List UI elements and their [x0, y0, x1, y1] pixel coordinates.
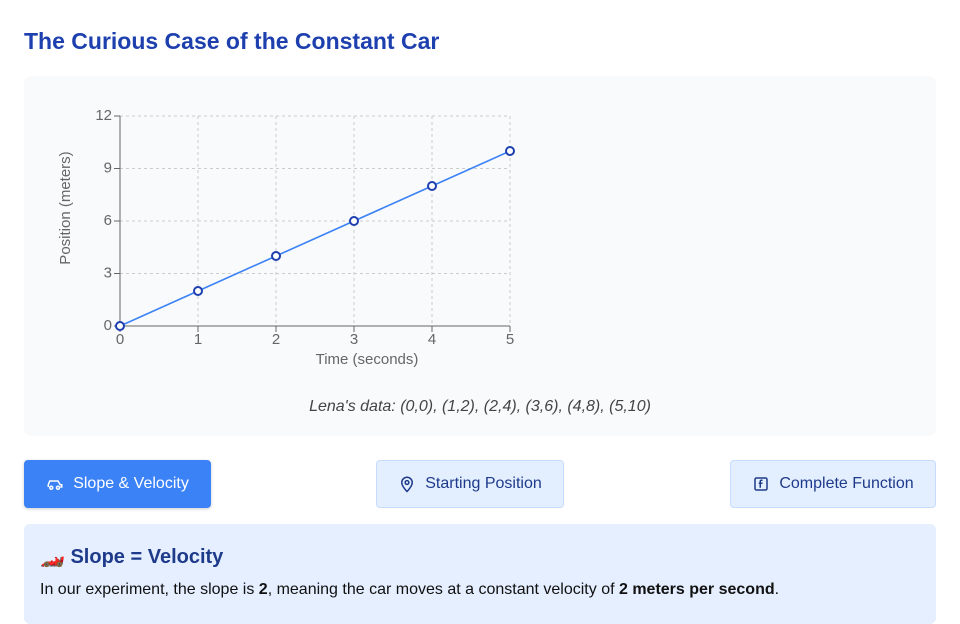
data-point — [193, 286, 203, 296]
chart-card: 0 3 6 9 12 0 1 2 3 4 5 Time (seconds) Position (mete… — [24, 76, 936, 436]
y-tick-label: 3 — [104, 264, 112, 281]
y-tick-label: 6 — [104, 212, 112, 229]
car-icon — [47, 480, 63, 490]
data-point — [505, 146, 515, 156]
paragraph-text: In our experiment, the slope is — [40, 581, 259, 598]
button-label: Starting Position — [425, 475, 542, 492]
info-panel: 🏎️ Slope = Velocity In our experiment, t… — [24, 524, 936, 624]
chart-caption: Lena's data: (0,0), (1,2), (2,4), (3,6),… — [309, 398, 651, 415]
panel-paragraph: In our experiment, the slope is 2, meani… — [40, 581, 779, 599]
tab-button[interactable]: Slope & Velocity — [24, 460, 211, 508]
page: The Curious Case of the Constant Car 0 3 6… — [24, 28, 936, 624]
page-title: The Curious Case of the Constant Car — [24, 28, 440, 54]
paragraph-text: 2 — [258, 581, 268, 598]
data-point — [427, 181, 437, 191]
y-tick-label: 9 — [104, 159, 112, 176]
x-tick-label: 4 — [428, 331, 436, 348]
y-tick-label: 12 — [95, 107, 112, 124]
x-tick-label: 0 — [116, 331, 124, 348]
data-line — [119, 150, 511, 327]
button-label: Complete Function — [779, 475, 914, 492]
tab-button[interactable]: Complete Function — [730, 460, 936, 508]
y-axis-label: Position (meters) — [57, 151, 74, 264]
paragraph-text: 2 meters per second — [618, 581, 775, 598]
function-icon — [754, 477, 769, 491]
data-point — [349, 216, 359, 226]
pin-icon — [401, 476, 414, 493]
button-label: Slope & Velocity — [73, 475, 189, 492]
x-tick-label: 3 — [350, 331, 358, 348]
tab-button[interactable]: Starting Position — [376, 460, 564, 508]
x-tick-label: 1 — [194, 331, 202, 348]
data-point — [271, 251, 281, 261]
x-tick-label: 5 — [506, 331, 514, 348]
paragraph-text: , meaning the car moves at a constant ve… — [267, 581, 619, 598]
data-point — [115, 321, 125, 331]
y-tick-label: 0 — [104, 317, 112, 334]
paragraph-text: . — [774, 581, 780, 598]
x-axis-label: Time (seconds) — [316, 351, 419, 368]
panel-heading: 🏎️ Slope = Velocity — [40, 546, 224, 568]
x-tick-label: 2 — [272, 331, 280, 348]
